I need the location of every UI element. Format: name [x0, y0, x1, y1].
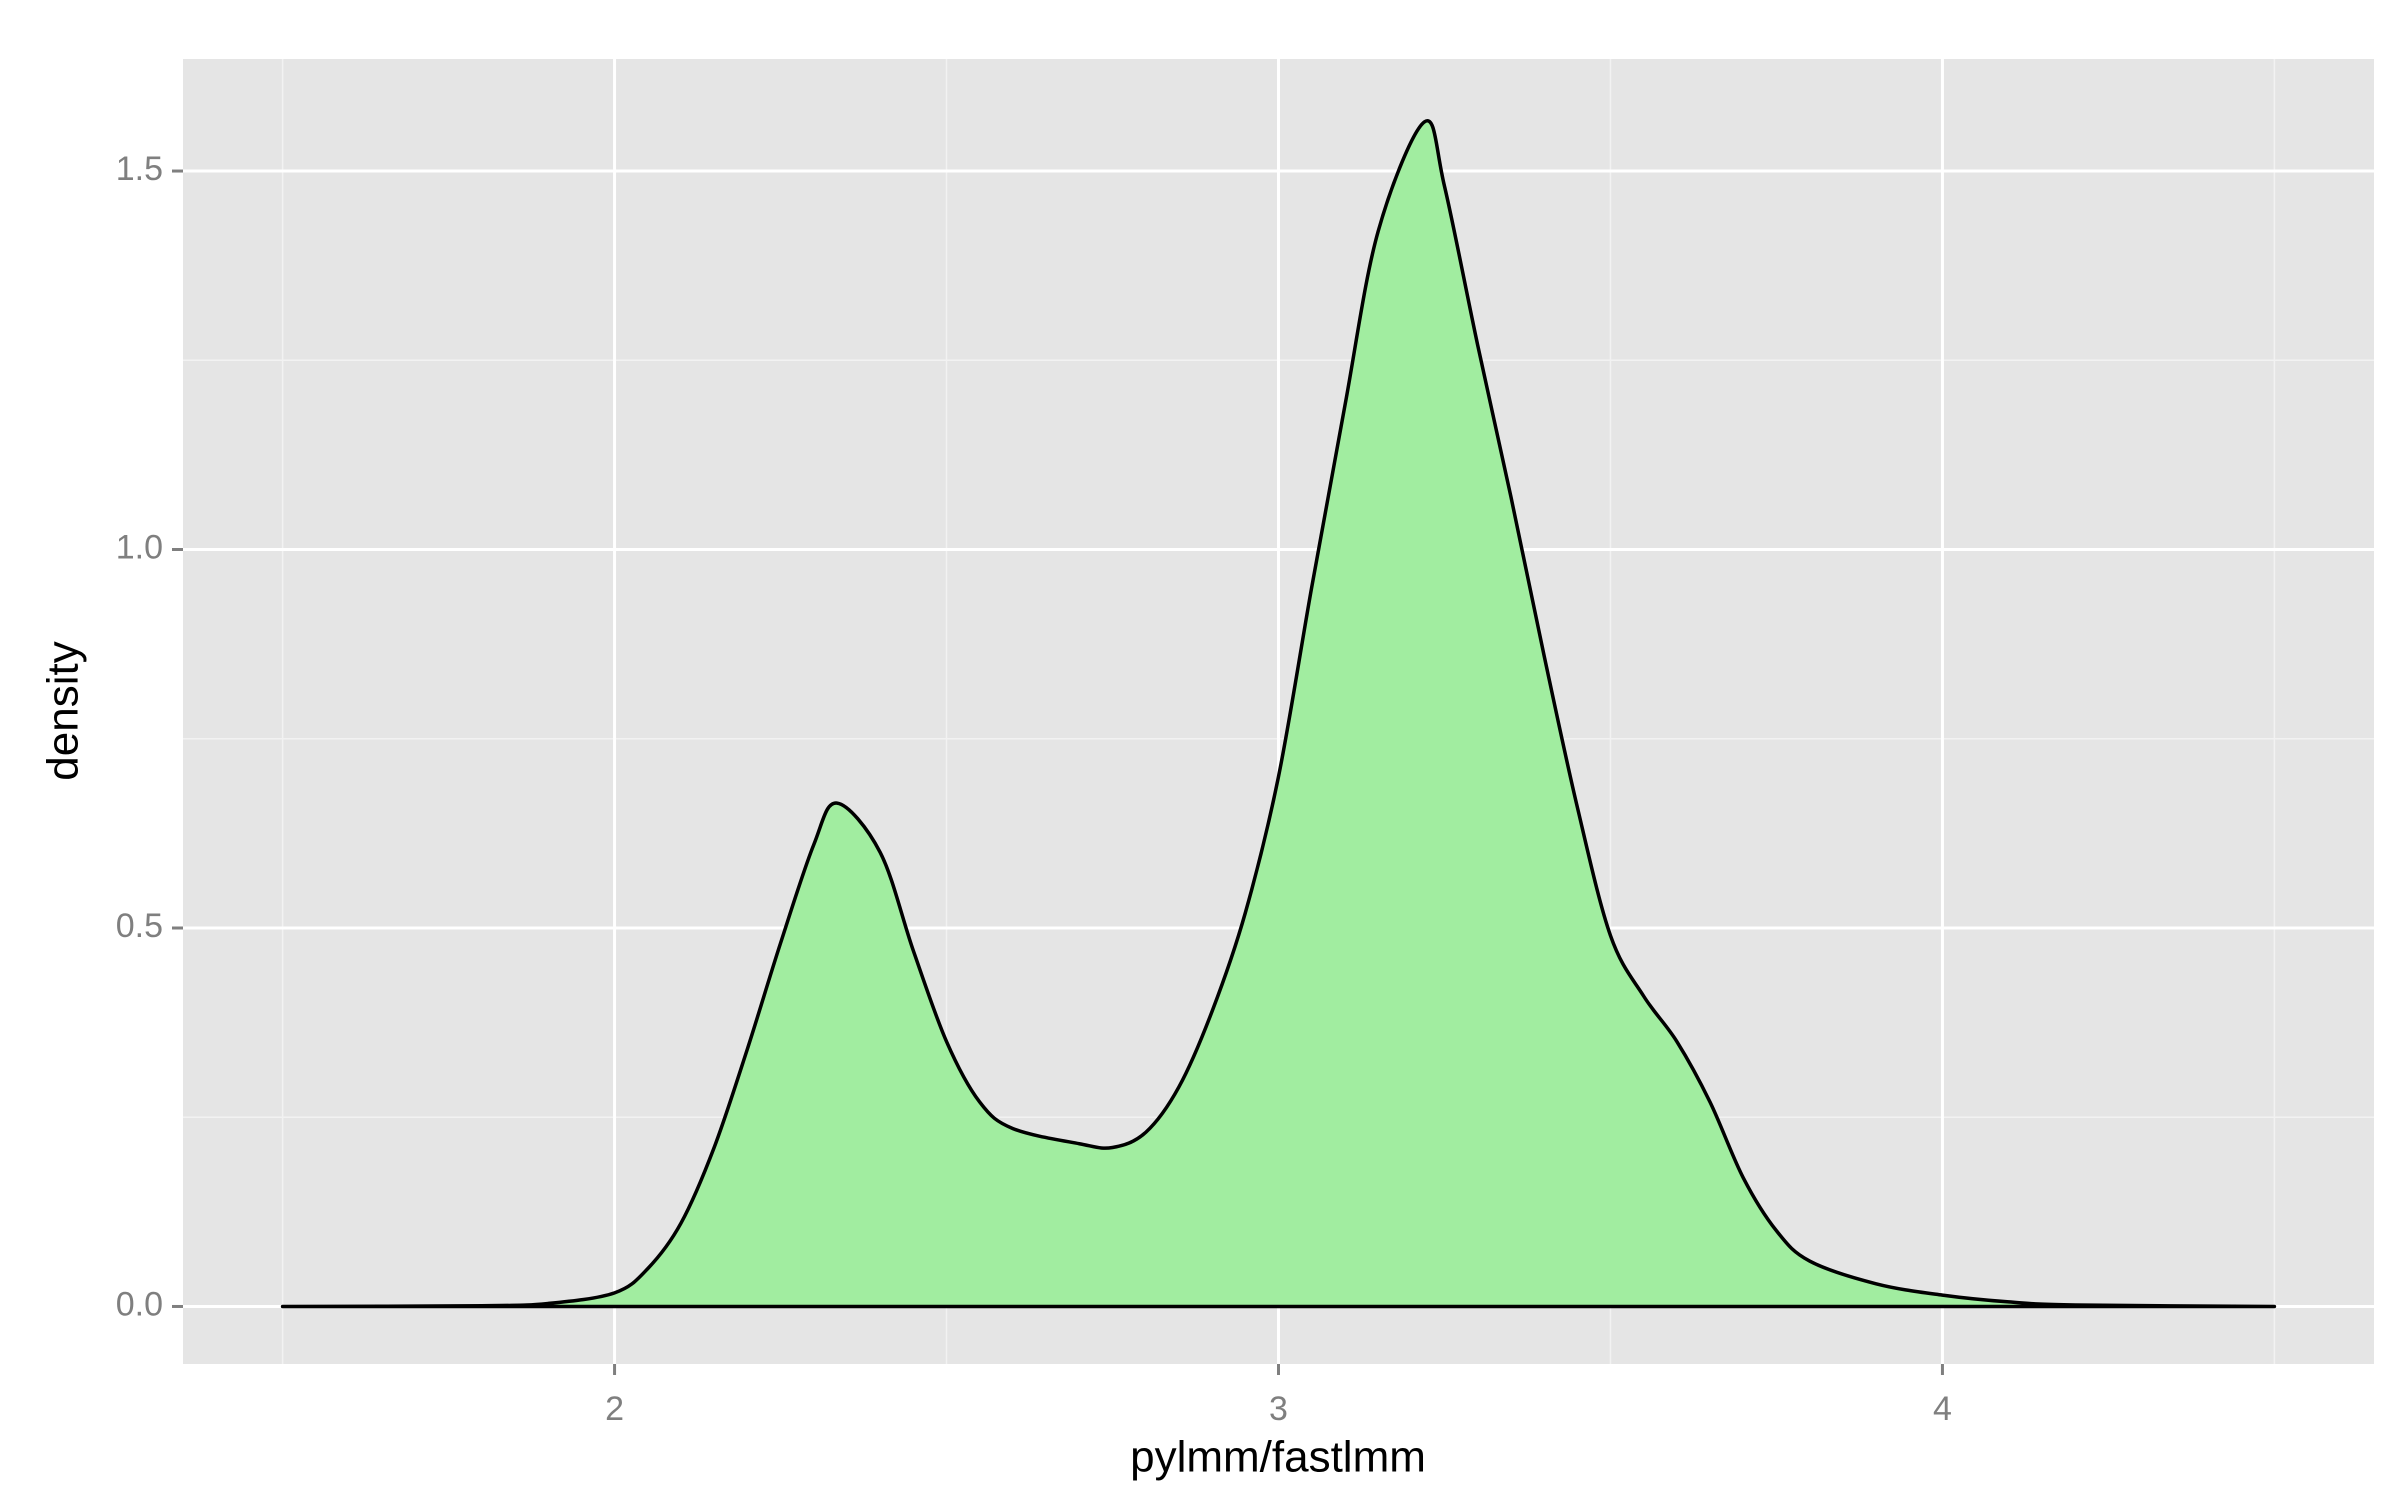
density-area: [280, 119, 2277, 1309]
y-axis-title: density: [39, 641, 88, 780]
x-tick-label: 3: [1269, 1390, 1288, 1428]
x-tick-label: 2: [605, 1390, 624, 1428]
y-tick-label: 1.5: [116, 150, 163, 188]
x-tick-label: 4: [1933, 1390, 1952, 1428]
y-tick-label: 1.0: [116, 528, 163, 566]
y-tick-label: 0.0: [116, 1285, 163, 1323]
y-tick-label: 0.5: [116, 907, 163, 945]
x-axis-title: pylmm/fastlmm: [1130, 1433, 1426, 1482]
axes: 2 3 4 0.0 0.5 1.0 1.5: [116, 150, 1952, 1428]
marks: [280, 119, 2277, 1309]
